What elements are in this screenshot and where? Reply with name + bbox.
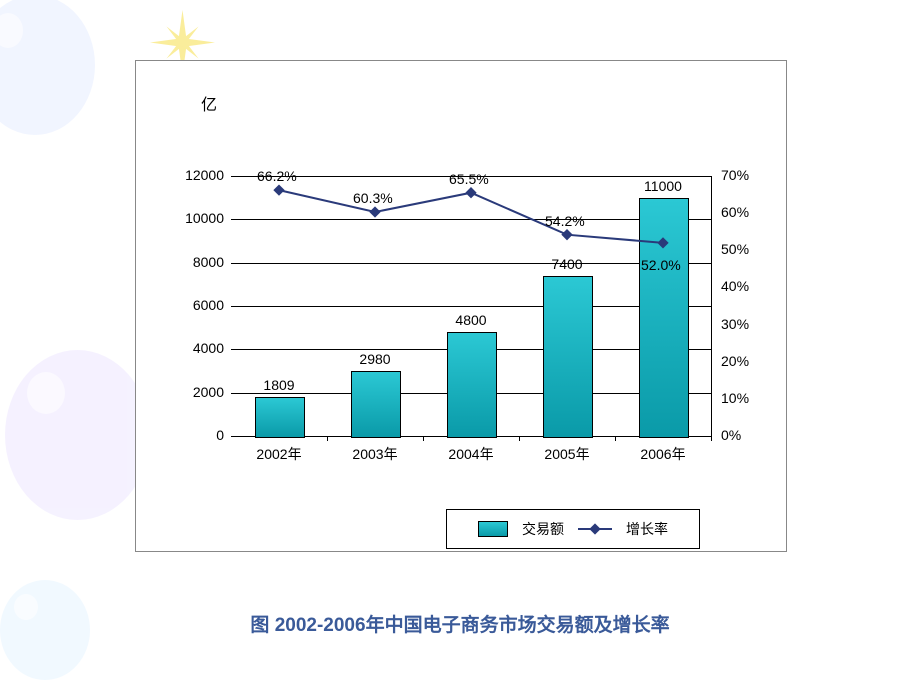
bar-value-label: 7400 <box>537 256 597 272</box>
chart-caption: 图 2002-2006年中国电子商务市场交易额及增长率 <box>0 610 920 637</box>
legend-label-line: 增长率 <box>626 519 668 539</box>
line-value-label: 65.5% <box>449 171 489 187</box>
legend: 交易额 增长率 <box>446 509 700 549</box>
y-axis-tick-label: 4000 <box>176 340 224 356</box>
y2-axis-tick-label: 50% <box>721 241 749 257</box>
y2-axis-tick-label: 70% <box>721 167 749 183</box>
y-axis-tick-label: 2000 <box>176 384 224 400</box>
line-value-label: 54.2% <box>545 213 585 229</box>
bar <box>255 397 305 438</box>
chart-frame: 亿 交易额 增长率 0 2000 4000 6000 8000 10000 12000 0% 1… <box>135 60 787 552</box>
bar-value-label: 11000 <box>633 178 693 194</box>
line-value-label: 60.3% <box>353 190 393 206</box>
balloon-bg-1 <box>0 0 95 135</box>
y2-axis-tick-label: 0% <box>721 427 741 443</box>
bar-value-label: 4800 <box>441 312 501 328</box>
bar <box>351 371 401 438</box>
line-value-label: 66.2% <box>257 168 297 184</box>
y2-axis-tick-label: 60% <box>721 204 749 220</box>
bar <box>447 332 497 438</box>
x-axis-tick-label: 2002年 <box>249 444 309 464</box>
y-axis-tick-label: 10000 <box>176 210 224 226</box>
bar-value-label: 1809 <box>249 377 309 393</box>
plot-area <box>231 176 711 436</box>
legend-swatch-bar <box>478 521 508 537</box>
x-axis-tick-label: 2005年 <box>537 444 597 464</box>
y2-axis-tick-label: 20% <box>721 353 749 369</box>
y-axis-tick-label: 6000 <box>176 297 224 313</box>
balloon-bg-2 <box>5 350 150 520</box>
x-axis-tick-label: 2006年 <box>633 444 693 464</box>
y2-axis-tick-label: 10% <box>721 390 749 406</box>
bar <box>543 276 593 438</box>
y-axis-tick-label: 12000 <box>176 167 224 183</box>
line-value-label: 52.0% <box>641 257 681 273</box>
y-axis-tick-label: 8000 <box>176 254 224 270</box>
x-axis-tick-label: 2003年 <box>345 444 405 464</box>
legend-line-icon <box>578 522 612 536</box>
unit-label: 亿 <box>201 91 217 115</box>
x-axis-tick-label: 2004年 <box>441 444 501 464</box>
y2-axis-tick-label: 30% <box>721 316 749 332</box>
bar-value-label: 2980 <box>345 351 405 367</box>
y2-axis-tick-label: 40% <box>721 278 749 294</box>
bar <box>639 198 689 438</box>
y-axis-tick-label: 0 <box>176 427 224 443</box>
legend-label-bar: 交易额 <box>522 519 564 539</box>
